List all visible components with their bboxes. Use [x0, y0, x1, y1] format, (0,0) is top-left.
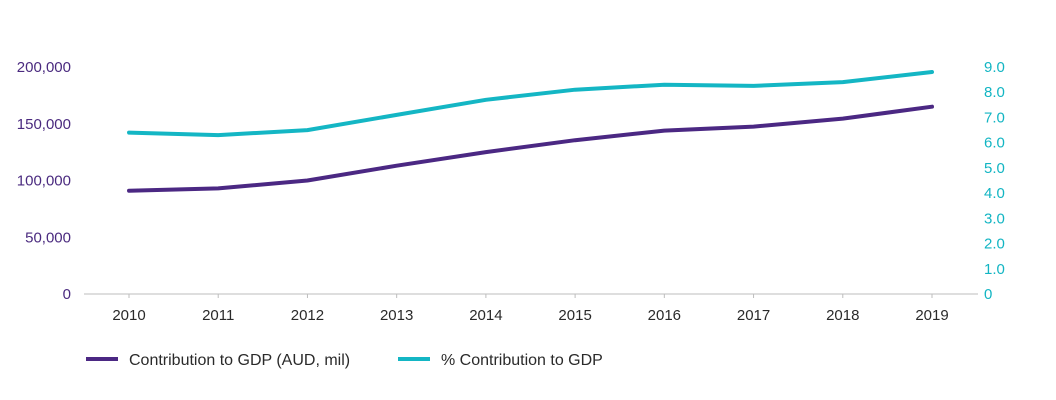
right-tick-label: 7.0 [984, 109, 1005, 126]
series-line-2 [127, 70, 934, 138]
right-tick-label: 9.0 [984, 59, 1005, 76]
x-tick-label: 2014 [469, 307, 502, 324]
left-tick-label: 0 [63, 286, 71, 303]
x-tick-label: 2010 [112, 307, 145, 324]
right-tick-label: 1.0 [984, 261, 1005, 278]
x-tick-label: 2016 [648, 307, 681, 324]
x-tick-label: 2017 [737, 307, 770, 324]
x-tick-label: 2012 [291, 307, 324, 324]
left-y-axis: 0 50,000 100,000 150,000 200,000 [17, 59, 71, 303]
right-tick-label: 2.0 [984, 236, 1005, 253]
series-line-1 [127, 104, 934, 193]
series-lines [127, 70, 934, 193]
right-tick-label: 6.0 [984, 135, 1005, 152]
x-tick-label: 2011 [202, 307, 234, 324]
x-axis: 2010 2011 2012 2013 2014 2015 2016 2017 2018 2019 [112, 294, 949, 324]
x-tick-label: 2013 [380, 307, 413, 324]
left-tick-label: 200,000 [17, 59, 71, 76]
legend: Contribution to GDP (AUD, mil) % Contribu… [86, 352, 603, 369]
left-tick-label: 150,000 [17, 116, 71, 133]
right-tick-label: 4.0 [984, 185, 1005, 202]
right-tick-label: 5.0 [984, 160, 1005, 177]
x-tick-label: 2018 [826, 307, 859, 324]
right-tick-label: 3.0 [984, 210, 1005, 227]
legend-label: % Contribution to GDP [441, 352, 603, 369]
left-tick-label: 100,000 [17, 173, 71, 190]
right-y-axis: 0 1.0 2.0 3.0 4.0 5.0 6.0 7.0 8.0 9.0 [984, 59, 1005, 303]
x-tick-label: 2015 [558, 307, 591, 324]
left-tick-label: 50,000 [25, 229, 71, 246]
right-tick-label: 0 [984, 286, 992, 303]
legend-label: Contribution to GDP (AUD, mil) [129, 352, 350, 369]
right-tick-label: 8.0 [984, 84, 1005, 101]
x-tick-label: 2019 [915, 307, 948, 324]
